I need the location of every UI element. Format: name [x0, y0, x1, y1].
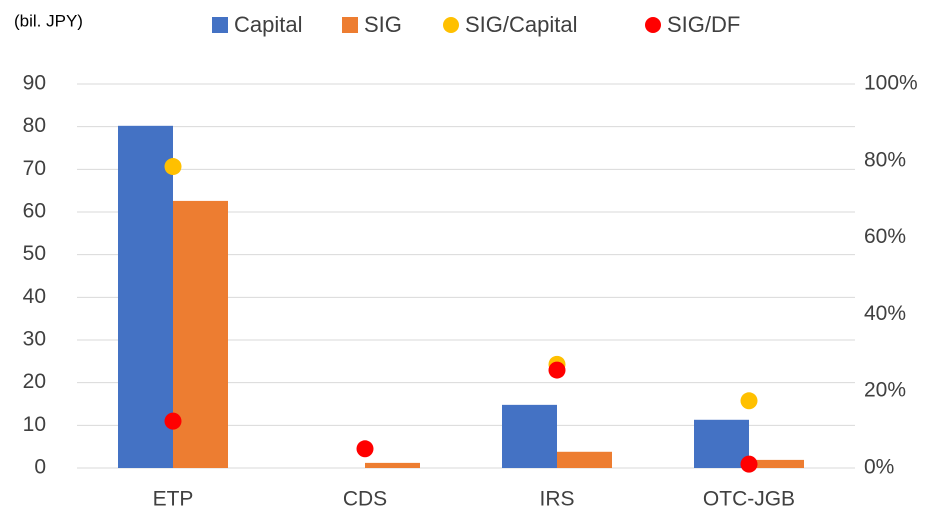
- y-tick-label: 30: [23, 328, 46, 351]
- y-tick-label: 60: [23, 200, 46, 223]
- legend-label: SIG/Capital: [465, 12, 578, 37]
- legend-marker: [443, 17, 459, 33]
- dot: [164, 158, 182, 176]
- y2-tick-label: 20%: [864, 379, 906, 402]
- bar: [557, 451, 612, 468]
- legend-marker: [342, 17, 358, 33]
- bar: [502, 404, 557, 468]
- x-tick-label: ETP: [153, 488, 194, 511]
- y-tick-label: 40: [23, 285, 46, 308]
- bar: [749, 459, 804, 468]
- legend-label: SIG: [364, 12, 402, 37]
- bar: [365, 462, 420, 468]
- y-tick-label: 0: [34, 456, 46, 479]
- bar: [118, 125, 173, 469]
- y-tick-label: 90: [23, 72, 46, 95]
- bar: [173, 200, 228, 468]
- legend-marker: [645, 17, 661, 33]
- y-tick-label: 20: [23, 370, 46, 393]
- x-tick-label: OTC-JGB: [703, 488, 795, 511]
- x-tick-label: IRS: [539, 488, 574, 511]
- dot: [740, 392, 758, 410]
- y-tick-label: 50: [23, 242, 46, 265]
- y2-tick-label: 80%: [864, 148, 906, 171]
- y-axis-unit: (bil. JPY): [14, 11, 83, 30]
- y2-tick-label: 60%: [864, 225, 906, 248]
- y-tick-label: 10: [23, 413, 46, 436]
- legend-marker: [212, 17, 228, 33]
- legend-label: SIG/DF: [667, 12, 740, 37]
- bar: [694, 419, 749, 468]
- dot: [164, 412, 182, 430]
- dot: [740, 455, 758, 473]
- y2-tick-label: 0%: [864, 456, 894, 479]
- y2-tick-label: 100%: [864, 72, 918, 95]
- y-tick-label: 70: [23, 157, 46, 180]
- y-tick-label: 80: [23, 114, 46, 137]
- y2-tick-label: 40%: [864, 302, 906, 325]
- dot: [548, 361, 566, 379]
- legend-label: Capital: [234, 12, 302, 37]
- dot: [356, 440, 374, 458]
- x-tick-label: CDS: [343, 488, 387, 511]
